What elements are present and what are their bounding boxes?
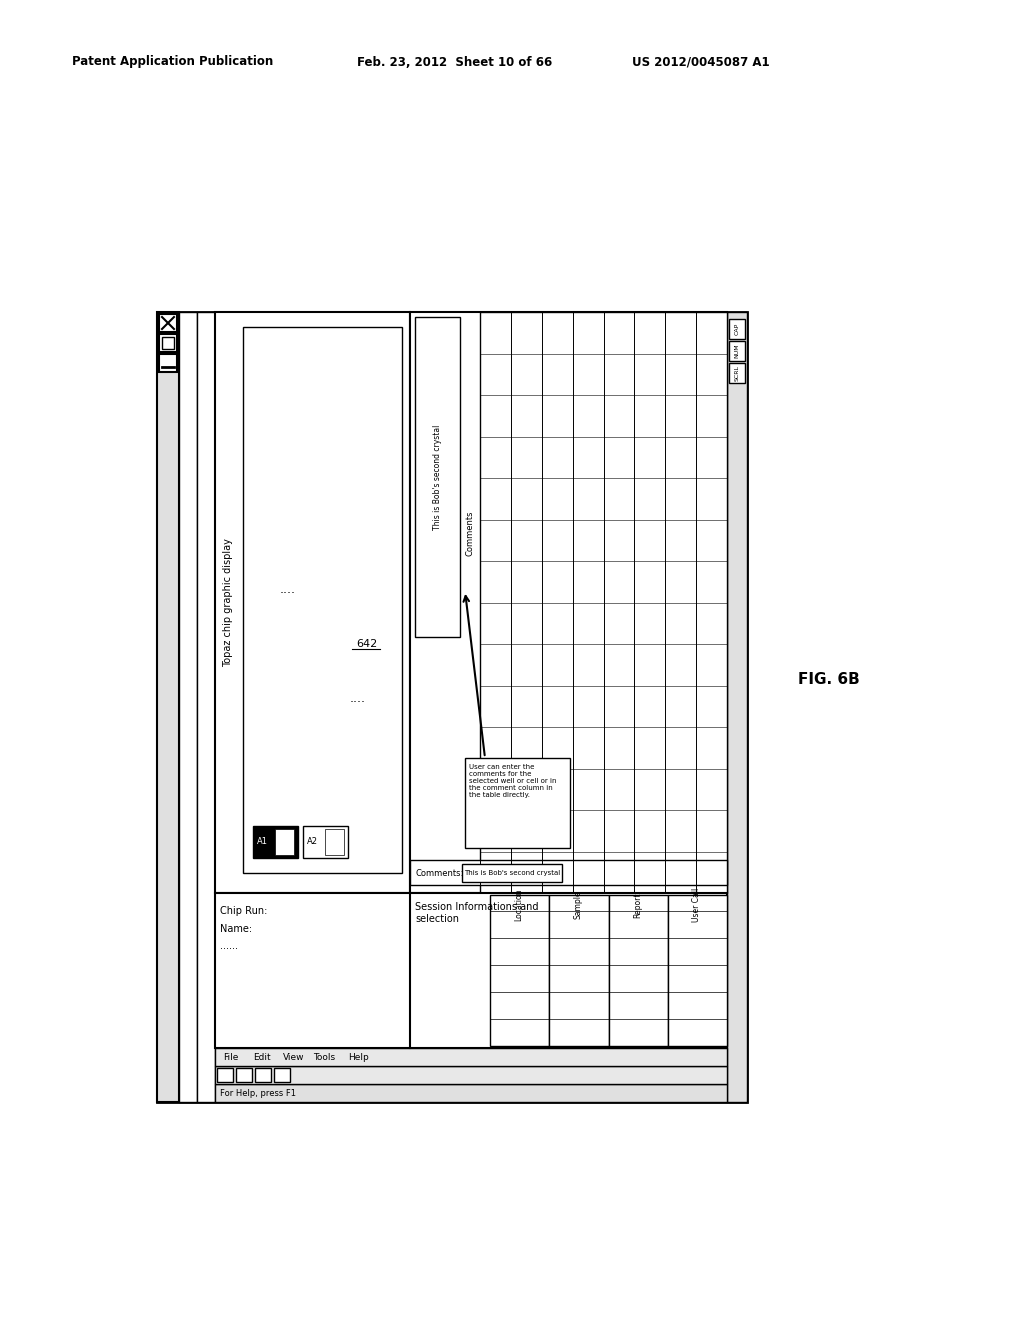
Text: This is Bob's second crystal: This is Bob's second crystal — [464, 870, 560, 876]
Text: Name:: Name: — [220, 924, 252, 935]
Bar — [325, 829, 344, 855]
Text: Sample: Sample — [573, 891, 583, 919]
Text: A1: A1 — [257, 837, 268, 846]
Text: FIG. 6B: FIG. 6B — [798, 672, 860, 688]
Text: Comments: Comments — [466, 510, 474, 556]
Bar — [179, 312, 197, 1102]
Bar — [215, 1067, 727, 1084]
Text: Tools: Tools — [313, 1052, 335, 1061]
Bar — [608, 895, 668, 1045]
Text: A2: A2 — [307, 837, 318, 846]
Bar — [275, 829, 294, 855]
Bar — [159, 334, 177, 352]
Bar — [274, 1068, 290, 1082]
Bar — [215, 894, 727, 1048]
Bar — [462, 865, 562, 882]
Bar — [253, 826, 298, 858]
Bar — [490, 895, 549, 1045]
Bar — [215, 1048, 727, 1067]
Bar — [162, 337, 174, 348]
Bar — [159, 354, 177, 372]
Text: Location: Location — [514, 888, 523, 921]
Text: Report: Report — [633, 892, 642, 917]
Bar — [303, 826, 348, 858]
Bar — [157, 312, 179, 1102]
Bar — [159, 314, 177, 333]
Bar — [410, 312, 727, 894]
Bar — [729, 319, 745, 339]
Text: Feb. 23, 2012  Sheet 10 of 66: Feb. 23, 2012 Sheet 10 of 66 — [357, 55, 552, 69]
Text: For Help, press F1: For Help, press F1 — [220, 1089, 296, 1097]
Bar — [729, 341, 745, 360]
Text: CAP: CAP — [734, 323, 739, 335]
Bar — [215, 1084, 727, 1102]
Text: ....: .... — [349, 692, 366, 705]
Bar — [480, 312, 727, 894]
Text: User Call: User Call — [692, 888, 701, 923]
Bar — [410, 861, 727, 884]
Bar — [415, 317, 460, 636]
Text: This is Bob's second crystal: This is Bob's second crystal — [432, 425, 441, 531]
Bar — [157, 312, 746, 1102]
Bar — [236, 1068, 252, 1082]
Text: Patent Application Publication: Patent Application Publication — [72, 55, 273, 69]
Bar — [255, 1068, 271, 1082]
Bar — [729, 363, 745, 383]
Text: Help: Help — [348, 1052, 369, 1061]
Text: US 2012/0045087 A1: US 2012/0045087 A1 — [632, 55, 770, 69]
Text: User can enter the
comments for the
selected well or cell or in
the comment colu: User can enter the comments for the sele… — [469, 764, 556, 799]
Bar — [215, 312, 410, 894]
Bar — [549, 895, 608, 1045]
Bar — [243, 327, 402, 873]
Text: SCRL: SCRL — [734, 366, 739, 381]
Bar — [217, 1068, 233, 1082]
Text: Session Informations and
selection: Session Informations and selection — [415, 902, 539, 924]
Bar — [668, 895, 727, 1045]
Text: 642: 642 — [356, 639, 378, 648]
Text: Chip Run:: Chip Run: — [220, 906, 267, 916]
Text: NUM: NUM — [734, 343, 739, 358]
Bar — [727, 312, 746, 1102]
Text: ....: .... — [280, 582, 296, 595]
Text: View: View — [283, 1052, 304, 1061]
Bar — [197, 312, 215, 1102]
Text: Edit: Edit — [253, 1052, 270, 1061]
Text: ......: ...... — [220, 941, 238, 950]
Text: File: File — [223, 1052, 239, 1061]
Bar — [465, 758, 570, 847]
Text: Comments:: Comments: — [415, 869, 463, 878]
Text: Topaz chip graphic display: Topaz chip graphic display — [223, 539, 233, 668]
